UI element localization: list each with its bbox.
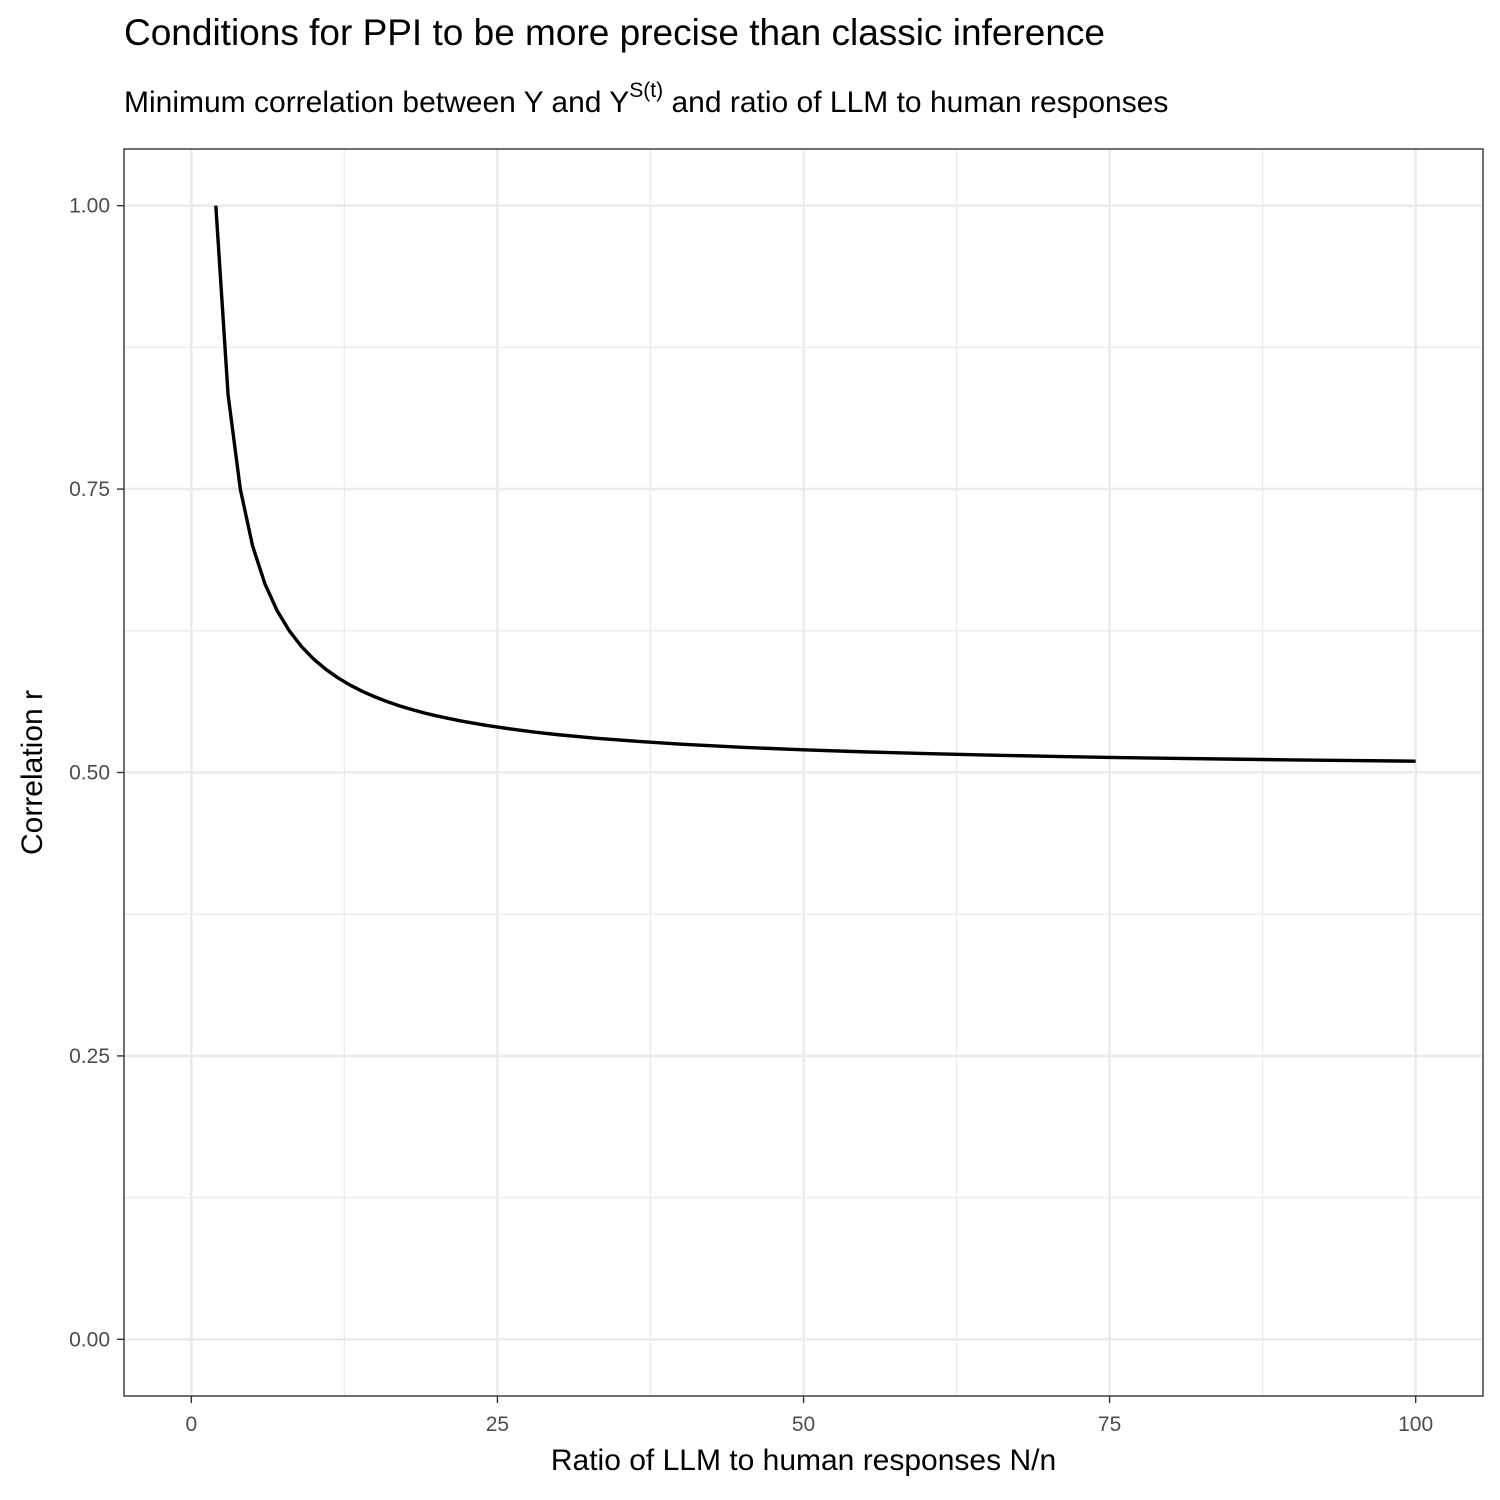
x-axis-tick-labels: 0 25 50 75 100: [185, 1413, 1433, 1436]
x-tick-label: 75: [1098, 1413, 1121, 1436]
x-tick-label: 50: [792, 1413, 815, 1436]
series-layer: [214, 205, 1416, 763]
series-line: [214, 205, 1416, 763]
y-axis-title: Correlation r: [16, 690, 49, 855]
x-tick-label: 0: [185, 1413, 197, 1436]
y-tick-label: 0.50: [69, 762, 110, 785]
chart-subtitle: Minimum correlation between Y and YS(t) …: [124, 80, 1169, 120]
x-tick-label: 25: [486, 1413, 509, 1436]
y-axis-tick-labels: 0.00 0.25 0.50 0.75 1.00: [69, 195, 110, 1352]
y-tick-label: 0.75: [69, 478, 110, 501]
y-tick-label: 1.00: [69, 195, 110, 218]
y-tick-label: 0.00: [69, 1328, 110, 1351]
axis-ticks: [117, 204, 1417, 1403]
x-axis-title: Ratio of LLM to human responses N/n: [551, 1444, 1056, 1477]
major-gridlines: [124, 149, 1483, 1396]
chart-title: Conditions for PPI to be more precise th…: [124, 12, 1105, 53]
subtitle-superscript: S(t): [629, 79, 664, 102]
subtitle-text-after: and ratio of LLM to human responses: [663, 86, 1169, 119]
x-tick-label: 100: [1398, 1413, 1433, 1436]
subtitle-text-before: Minimum correlation between Y and Y: [124, 86, 630, 119]
y-tick-label: 0.25: [69, 1045, 110, 1068]
